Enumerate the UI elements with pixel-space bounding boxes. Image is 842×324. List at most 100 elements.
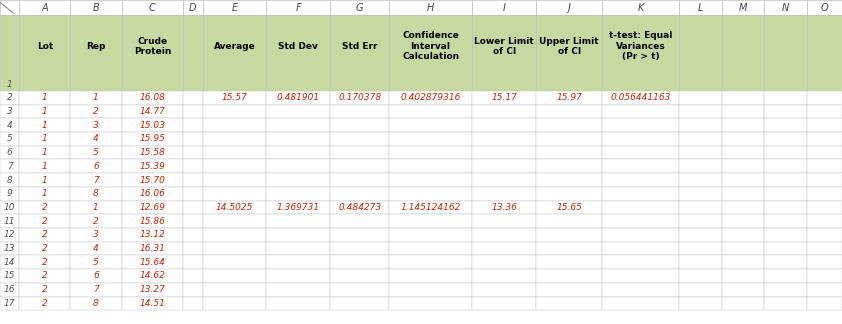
Text: 7: 7 [93,176,99,184]
Bar [121,173,184,187]
Text: 1: 1 [42,162,48,171]
Bar [184,118,203,132]
Bar [765,146,807,159]
Text: 5: 5 [93,258,99,267]
Bar [602,173,679,187]
Text: 10: 10 [4,203,15,212]
Text: 6: 6 [93,162,99,171]
Bar [19,201,71,214]
Bar [121,187,184,201]
Bar [602,91,679,105]
Text: 6: 6 [93,272,99,281]
Bar [266,16,330,91]
Bar [679,173,722,187]
Bar [722,91,765,105]
Bar [602,0,679,16]
Bar [19,228,71,242]
Bar [722,283,765,296]
Bar [602,105,679,118]
Bar [536,228,602,242]
Bar [19,283,71,296]
Text: 0.481901: 0.481901 [277,93,320,102]
Bar [330,296,389,310]
Bar [330,146,389,159]
Bar [184,242,203,255]
Bar [765,0,807,16]
Bar [536,255,602,269]
Text: Std Dev: Std Dev [279,42,318,51]
Bar [266,91,330,105]
Bar [389,296,472,310]
Text: 16.08: 16.08 [140,93,165,102]
Bar [184,132,203,146]
Bar [807,105,842,118]
Bar [765,269,807,283]
Text: Lot: Lot [37,42,53,51]
Bar [679,91,722,105]
Bar [71,91,121,105]
Text: 15.17: 15.17 [491,93,517,102]
Bar [71,283,121,296]
Bar [203,228,266,242]
Bar [0,16,19,91]
Bar [19,146,71,159]
Text: 1.369731: 1.369731 [277,203,320,212]
Text: 14.77: 14.77 [140,107,165,116]
Text: 1: 1 [42,176,48,184]
Bar [266,187,330,201]
Bar [330,255,389,269]
Text: 0.402879316: 0.402879316 [401,93,461,102]
Bar [266,146,330,159]
Bar [266,105,330,118]
Bar [71,255,121,269]
Bar [389,91,472,105]
Text: 1: 1 [42,134,48,143]
Text: 0.484273: 0.484273 [338,203,381,212]
Bar [184,201,203,214]
Bar [0,118,19,132]
Text: 12: 12 [4,230,15,239]
Bar [0,187,19,201]
Bar [0,228,19,242]
Bar [184,255,203,269]
Bar [19,296,71,310]
Text: 2: 2 [42,258,48,267]
Bar [389,132,472,146]
Bar [472,242,536,255]
Text: 4: 4 [93,134,99,143]
Bar [0,91,19,105]
Text: 16.06: 16.06 [140,189,165,198]
Text: 15.57: 15.57 [221,93,248,102]
Bar [722,105,765,118]
Bar [765,91,807,105]
Bar [203,187,266,201]
Bar [807,242,842,255]
Bar [19,255,71,269]
Text: 2: 2 [93,217,99,226]
Bar [71,146,121,159]
Text: 2: 2 [42,217,48,226]
Text: 2: 2 [93,107,99,116]
Bar [472,296,536,310]
Bar [19,91,71,105]
Bar [472,132,536,146]
Bar [536,214,602,228]
Bar [71,159,121,173]
Bar [266,283,330,296]
Bar [19,118,71,132]
Bar [0,269,19,283]
Bar [389,201,472,214]
Bar [0,296,19,310]
Bar [121,283,184,296]
Bar [184,187,203,201]
Bar [472,173,536,187]
Bar [71,296,121,310]
Bar [121,214,184,228]
Bar [71,187,121,201]
Text: 1: 1 [42,121,48,130]
Bar [722,269,765,283]
Bar [472,159,536,173]
Text: 14.62: 14.62 [140,272,165,281]
Bar [266,132,330,146]
Bar [330,173,389,187]
